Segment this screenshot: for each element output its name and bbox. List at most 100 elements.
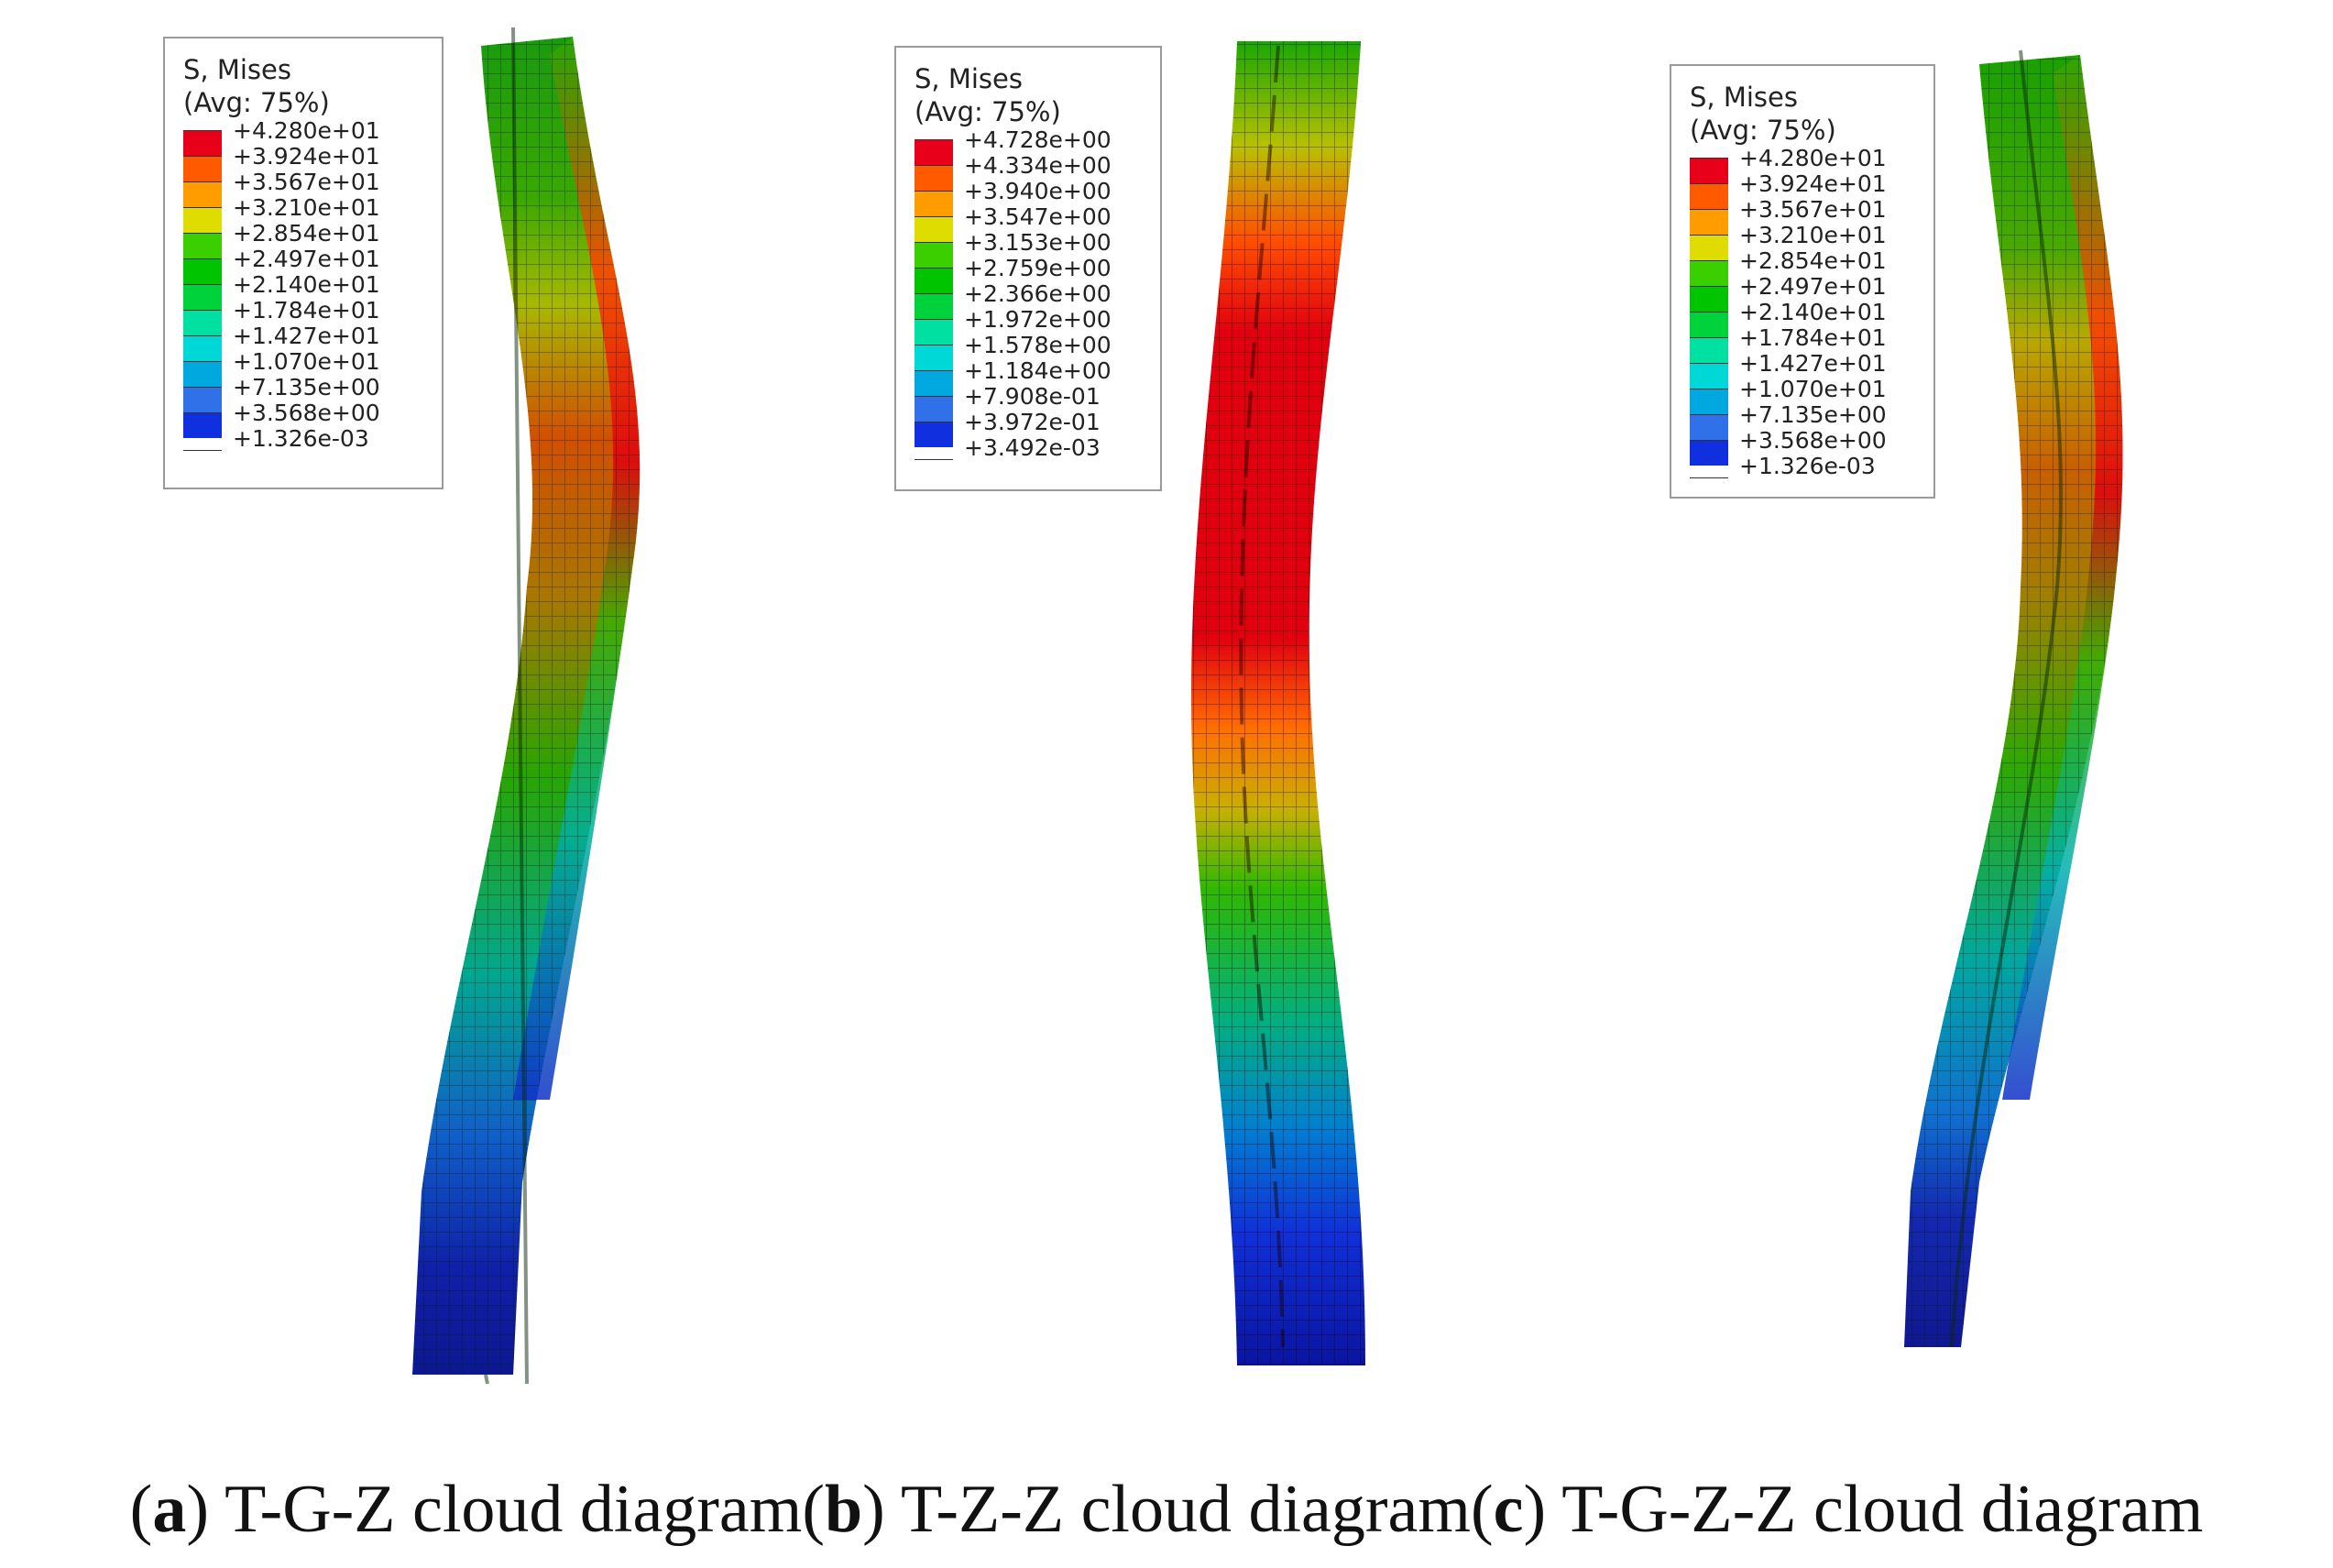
- legend-color-swatch: [915, 242, 953, 268]
- legend-row: +4.334e+00: [915, 152, 1142, 191]
- legend-title: S, Mises: [915, 63, 1023, 94]
- legend-color-swatch: [1690, 312, 1728, 337]
- legend-color-swatch: [1690, 286, 1728, 312]
- legend-color-swatch: [1690, 158, 1728, 183]
- legend-row: +3.940e+00: [915, 178, 1142, 216]
- legend-color-swatch: [183, 387, 222, 412]
- legend-row: +2.497e+01: [1690, 273, 1915, 312]
- legend-value: +1.784e+01: [1739, 323, 1887, 351]
- legend-value: +3.153e+00: [964, 228, 1112, 256]
- legend-row: +3.153e+00: [915, 229, 1142, 268]
- legend-color-swatch: [915, 319, 953, 345]
- legend-row: +2.759e+00: [915, 255, 1142, 293]
- legend-color-swatch: [1690, 414, 1728, 440]
- legend-value: +3.547e+00: [964, 203, 1112, 230]
- legend-color-swatch: [183, 450, 222, 452]
- legend-row: +3.924e+01: [1690, 170, 1915, 209]
- legend-value: +2.759e+00: [964, 254, 1112, 281]
- legend-color-swatch: [183, 156, 222, 181]
- legend-value: +1.578e+00: [964, 331, 1112, 358]
- legend-value: +1.427e+01: [1739, 349, 1887, 377]
- legend-value: +3.210e+01: [1739, 221, 1887, 248]
- legend-row: +1.972e+00: [915, 306, 1142, 345]
- legend-value: +2.497e+01: [1739, 272, 1887, 300]
- legend-row: +7.135e+00: [1690, 401, 1915, 440]
- legend-row: +2.140e+01: [183, 271, 423, 310]
- legend-row: +3.492e-03: [915, 434, 1142, 473]
- legend-color-swatch: [915, 216, 953, 242]
- legend-row: +3.210e+01: [183, 194, 423, 233]
- legend-row: +3.924e+01: [183, 143, 423, 181]
- legend-value: +1.427e+01: [233, 322, 380, 349]
- legend-value: +3.972e-01: [964, 408, 1101, 435]
- legend-value: +7.135e+00: [233, 373, 380, 400]
- legend-c: S, Mises (Avg: 75%) +4.280e+01 +3.924e+01…: [1670, 64, 1935, 499]
- legend-row: +1.427e+01: [183, 323, 423, 361]
- legend-value: +4.280e+01: [1739, 144, 1887, 171]
- legend-row: +2.854e+01: [1690, 247, 1915, 286]
- legend-value: +3.210e+01: [233, 193, 380, 221]
- legend-row: +3.568e+00: [183, 400, 423, 438]
- legend-color-swatch: [183, 130, 222, 156]
- legend-scale: +4.280e+01 +3.924e+01 +3.567e+01 +3.210e+01…: [1690, 145, 1915, 491]
- legend-value: +7.908e-01: [964, 382, 1101, 410]
- legend-row: +3.568e+00: [1690, 427, 1915, 466]
- legend-row: +1.070e+01: [1690, 376, 1915, 414]
- legend-row: +4.280e+01: [183, 117, 423, 156]
- legend-color-swatch: [183, 361, 222, 387]
- legend-value: +1.326e-03: [233, 424, 369, 452]
- legend-row: +1.578e+00: [915, 332, 1142, 370]
- legend-b: S, Mises (Avg: 75%) +4.728e+00 +4.334e+00…: [894, 46, 1162, 491]
- legend-color-swatch: [1690, 183, 1728, 209]
- legend-value: +3.568e+00: [1739, 426, 1887, 454]
- legend-value: +1.784e+01: [233, 296, 380, 323]
- legend-color-swatch: [915, 422, 953, 447]
- legend-value: +4.280e+01: [233, 116, 380, 144]
- legend-row: +3.972e-01: [915, 409, 1142, 447]
- legend-color-swatch: [915, 345, 953, 370]
- legend-color-swatch: [915, 268, 953, 293]
- legend-color-swatch: [1690, 363, 1728, 389]
- legend-color-swatch: [915, 370, 953, 396]
- legend-color-swatch: [183, 284, 222, 310]
- legend-row: +3.567e+01: [183, 169, 423, 207]
- legend-color-swatch: [1690, 209, 1728, 235]
- legend-value: +1.972e+00: [964, 305, 1112, 333]
- legend-color-swatch: [183, 310, 222, 335]
- legend-row: +1.070e+01: [183, 348, 423, 387]
- legend-color-swatch: [183, 207, 222, 233]
- legend-color-swatch: [183, 335, 222, 361]
- legend-color-swatch: [183, 258, 222, 284]
- legend-row: +4.728e+00: [915, 126, 1142, 165]
- legend-title: S, Mises: [1690, 82, 1798, 113]
- legend-value: +1.326e-03: [1739, 452, 1876, 479]
- caption-letter-c: c: [1493, 1472, 1524, 1547]
- legend-row: +1.326e-03: [1690, 453, 1915, 491]
- legend-value: +2.366e+00: [964, 280, 1112, 307]
- legend-color-swatch: [1690, 389, 1728, 414]
- legend-value: +3.567e+01: [1739, 195, 1887, 223]
- legend-subtitle: (Avg: 75%): [183, 87, 330, 118]
- figure-caption: (a) T-G-Z cloud diagram(b) T-Z-Z cloud d…: [129, 1472, 2204, 1547]
- legend-value: +2.497e+01: [233, 245, 380, 272]
- legend-value: +7.135e+00: [1739, 400, 1887, 428]
- legend-row: +1.784e+01: [183, 297, 423, 335]
- legend-row: +3.567e+01: [1690, 196, 1915, 235]
- legend-row: +2.497e+01: [183, 246, 423, 284]
- legend-color-swatch: [1690, 235, 1728, 260]
- legend-row: +7.135e+00: [183, 374, 423, 412]
- legend-row: +2.854e+01: [183, 220, 423, 258]
- legend-row: +2.366e+00: [915, 280, 1142, 319]
- legend-color-swatch: [915, 459, 953, 461]
- legend-row: +4.280e+01: [1690, 145, 1915, 183]
- legend-row: +3.547e+00: [915, 203, 1142, 242]
- legend-value: +3.924e+01: [1739, 170, 1887, 197]
- legend-value: +1.184e+00: [964, 356, 1112, 384]
- legend-color-swatch: [183, 233, 222, 258]
- legend-color-swatch: [183, 181, 222, 207]
- legend-color-swatch: [915, 396, 953, 422]
- legend-value: +2.854e+01: [1739, 247, 1887, 274]
- legend-color-swatch: [1690, 440, 1728, 466]
- legend-value: +2.140e+01: [1739, 298, 1887, 325]
- legend-color-swatch: [915, 191, 953, 216]
